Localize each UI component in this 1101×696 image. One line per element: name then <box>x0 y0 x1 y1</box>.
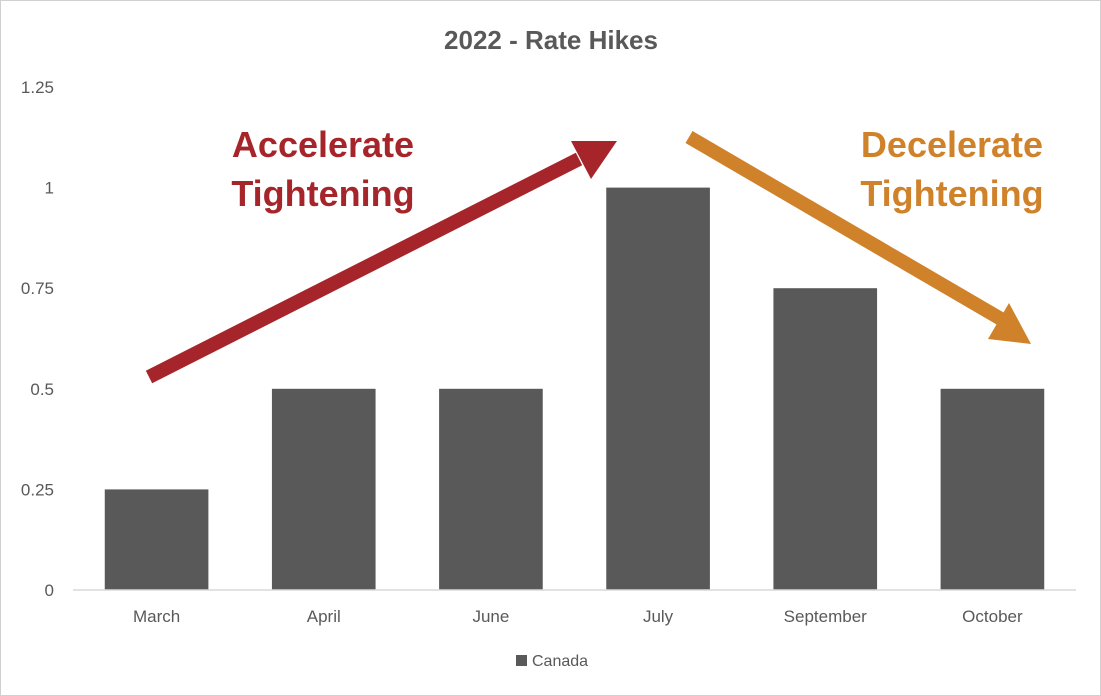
x-tick-label: October <box>962 607 1023 626</box>
x-axis-labels: March April June July September October <box>133 607 1023 626</box>
bar-april <box>271 388 376 590</box>
legend: Canada <box>516 653 588 670</box>
annotation-decelerate-line2: Tightening <box>860 173 1043 214</box>
decelerate-arrow <box>685 130 1031 344</box>
y-tick-label: 1.25 <box>21 78 54 97</box>
bar-march <box>104 489 209 590</box>
chart-title: 2022 - Rate Hikes <box>444 25 658 55</box>
legend-swatch-canada <box>516 655 527 666</box>
x-tick-label: June <box>472 607 509 626</box>
x-tick-label: July <box>643 607 674 626</box>
annotation-accelerate-line1: Accelerate <box>232 124 414 165</box>
x-tick-label: April <box>307 607 341 626</box>
y-tick-label: 0.75 <box>21 279 54 298</box>
bar-september <box>773 288 878 590</box>
annotation-accelerate-line2: Tightening <box>231 173 414 214</box>
bar-july <box>606 187 710 590</box>
bar-october <box>940 388 1045 590</box>
y-tick-label: 0 <box>45 581 54 600</box>
x-tick-label: March <box>133 607 180 626</box>
bars <box>104 187 1045 590</box>
x-tick-label: September <box>784 607 867 626</box>
y-tick-label: 1 <box>45 179 54 198</box>
legend-label-canada: Canada <box>532 653 588 670</box>
annotation-decelerate-line1: Decelerate <box>861 124 1043 165</box>
accelerate-arrow <box>145 141 617 384</box>
bar-june <box>439 388 543 590</box>
y-tick-label: 0.25 <box>21 480 54 499</box>
y-axis-ticks: 0 0.25 0.5 0.75 1 1.25 <box>21 78 54 600</box>
y-tick-label: 0.5 <box>30 380 54 399</box>
